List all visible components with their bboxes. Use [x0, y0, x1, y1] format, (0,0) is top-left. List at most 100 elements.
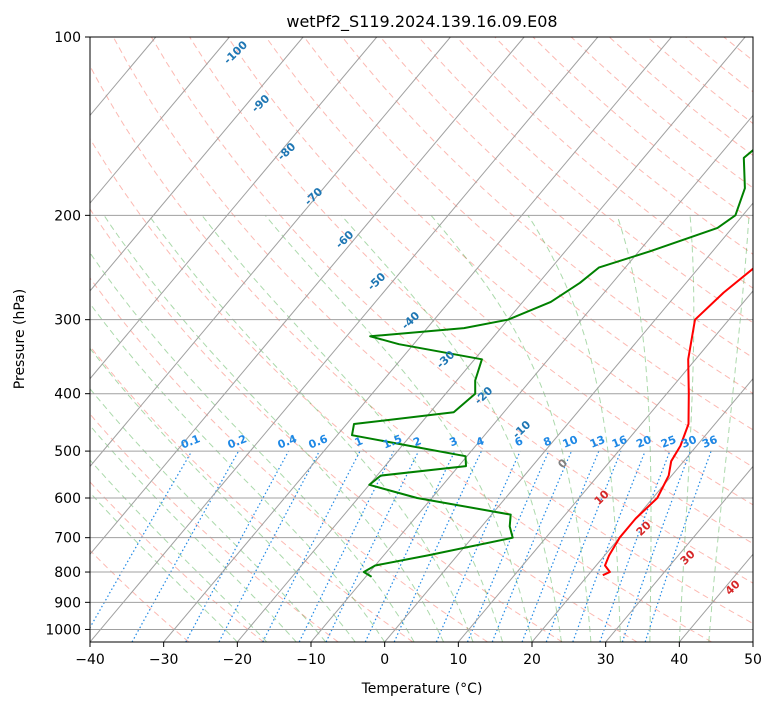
- x-axis: −40 −30 −20 −10 0 10 20 30 40 50: [75, 642, 762, 668]
- isotherm-line: [236, 37, 746, 642]
- mixing-ratio-label: 13: [588, 433, 607, 451]
- mixing-ratio-line: [491, 450, 573, 642]
- x-tick-label: 20: [523, 652, 541, 668]
- dry-adiabat-line: [90, 137, 638, 642]
- mixing-ratio-label: 1: [353, 434, 365, 449]
- isotherm-line: [457, 290, 753, 642]
- dry-adiabat-line: [90, 345, 414, 642]
- dry-adiabat-line: [90, 549, 190, 642]
- temperature-profile-line: [602, 267, 753, 577]
- moist-adiabat-line: [90, 387, 327, 642]
- mixing-ratio-line: [599, 450, 671, 642]
- mixing-ratio-line: [572, 450, 646, 642]
- mixing-ratio-label: 20: [634, 433, 653, 451]
- chart-title: wetPf2_S119.2024.139.16.09.E08: [286, 12, 557, 32]
- x-tick-label: 10: [449, 652, 467, 668]
- isotherm-label: 10: [592, 487, 612, 507]
- mixing-ratio-line: [218, 450, 320, 642]
- dewpoint-profile-line: [351, 148, 753, 578]
- x-tick-label: 30: [597, 652, 615, 668]
- dry-adiabat-line: [762, 37, 775, 642]
- isotherm-line: [90, 37, 451, 468]
- moist-adiabat-line: [90, 424, 297, 642]
- mixing-ratio-label: 0.2: [226, 432, 249, 451]
- grid-lines: [0, 37, 753, 642]
- isotherm-label: -70: [302, 185, 326, 208]
- dry-adiabat-line: [418, 37, 753, 324]
- mixing-ratio-label: 4: [474, 434, 486, 449]
- mixing-ratio-label: 2: [411, 434, 423, 449]
- y-axis: 100 200 300 400 500 600 700 800 900 1000: [45, 30, 90, 638]
- series-layer: [351, 148, 753, 578]
- isotherm-line: [384, 202, 753, 642]
- mixing-ratio-label: 8: [542, 434, 554, 449]
- y-tick-label: 400: [54, 387, 81, 403]
- isotherm-line: [90, 37, 230, 204]
- isotherm-label: 0: [555, 456, 570, 471]
- y-tick-label: 300: [54, 313, 81, 329]
- dry-adiabat-line: [380, 37, 753, 359]
- x-tick-label: −10: [296, 652, 326, 668]
- mixing-ratio-line: [131, 450, 240, 642]
- isotherm-line: [90, 37, 378, 380]
- dry-adiabat-line: [570, 37, 753, 189]
- dry-adiabat-line: [90, 413, 339, 642]
- isotherm-label: -50: [365, 270, 389, 293]
- mixing-ratio-line: [298, 450, 395, 642]
- mixing-ratio-label: 3: [448, 434, 460, 449]
- isotherm-line: [310, 114, 753, 642]
- dry-adiabat-line: [227, 37, 753, 506]
- moist-adiabat-line: [90, 459, 268, 642]
- x-tick-label: −30: [149, 652, 179, 668]
- dry-adiabat-line: [90, 65, 712, 642]
- isotherm-line: [163, 37, 672, 642]
- mixing-ratio-line: [466, 450, 550, 642]
- isotherm-label: 30: [678, 547, 698, 567]
- mixing-ratio-label: 0.4: [276, 432, 299, 451]
- mixing-ratio-line: [325, 450, 420, 642]
- mixing-ratio-label: 1.5: [381, 432, 404, 451]
- mixing-ratio-label: 36: [700, 433, 719, 451]
- isotherm-line: [90, 37, 525, 556]
- dry-adiabat-line: [112, 37, 753, 625]
- isotherm-label: -40: [399, 309, 423, 332]
- dry-adiabat-line: [456, 37, 753, 289]
- isotherm-label: -60: [333, 228, 357, 251]
- moist-adiabat-line: [430, 214, 592, 642]
- background-lines: [90, 37, 775, 642]
- mixing-ratio-line: [644, 450, 712, 642]
- mixing-ratio-label: 25: [659, 433, 678, 451]
- x-tick-label: 40: [670, 652, 688, 668]
- isotherm-line: [90, 37, 599, 642]
- dry-adiabat-line: [494, 37, 753, 255]
- moist-adiabat-line: [616, 215, 652, 642]
- x-tick-label: −20: [223, 652, 253, 668]
- x-tick-label: −40: [75, 652, 105, 668]
- y-tick-label: 1000: [45, 622, 81, 638]
- y-tick-label: 700: [54, 531, 81, 547]
- mixing-ratio-line: [521, 450, 600, 642]
- y-tick-label: 500: [54, 444, 81, 460]
- isotherm-label: 40: [723, 577, 743, 597]
- dry-adiabat-line: [90, 481, 264, 642]
- moist-adiabat-line: [148, 215, 474, 642]
- isotherm-line: [0, 37, 8, 642]
- moist-adiabat-line: [90, 491, 238, 642]
- dry-adiabat-line: [341, 37, 753, 395]
- x-tick-label: 0: [380, 652, 389, 668]
- y-tick-label: 100: [54, 30, 81, 46]
- mixing-ratio-label: 30: [680, 433, 699, 451]
- dry-adiabat-line: [90, 277, 488, 642]
- x-axis-title: Temperature (°C): [361, 681, 483, 697]
- isotherm-line: [605, 465, 753, 642]
- y-tick-label: 800: [54, 565, 81, 581]
- moist-adiabat-line: [708, 215, 750, 642]
- moist-adiabat-line: [527, 215, 621, 642]
- y-tick-label: 900: [54, 595, 81, 611]
- mixing-ratio-label: 0.1: [179, 432, 202, 451]
- x-tick-label: 50: [744, 652, 762, 668]
- dry-adiabat-line: [723, 37, 753, 62]
